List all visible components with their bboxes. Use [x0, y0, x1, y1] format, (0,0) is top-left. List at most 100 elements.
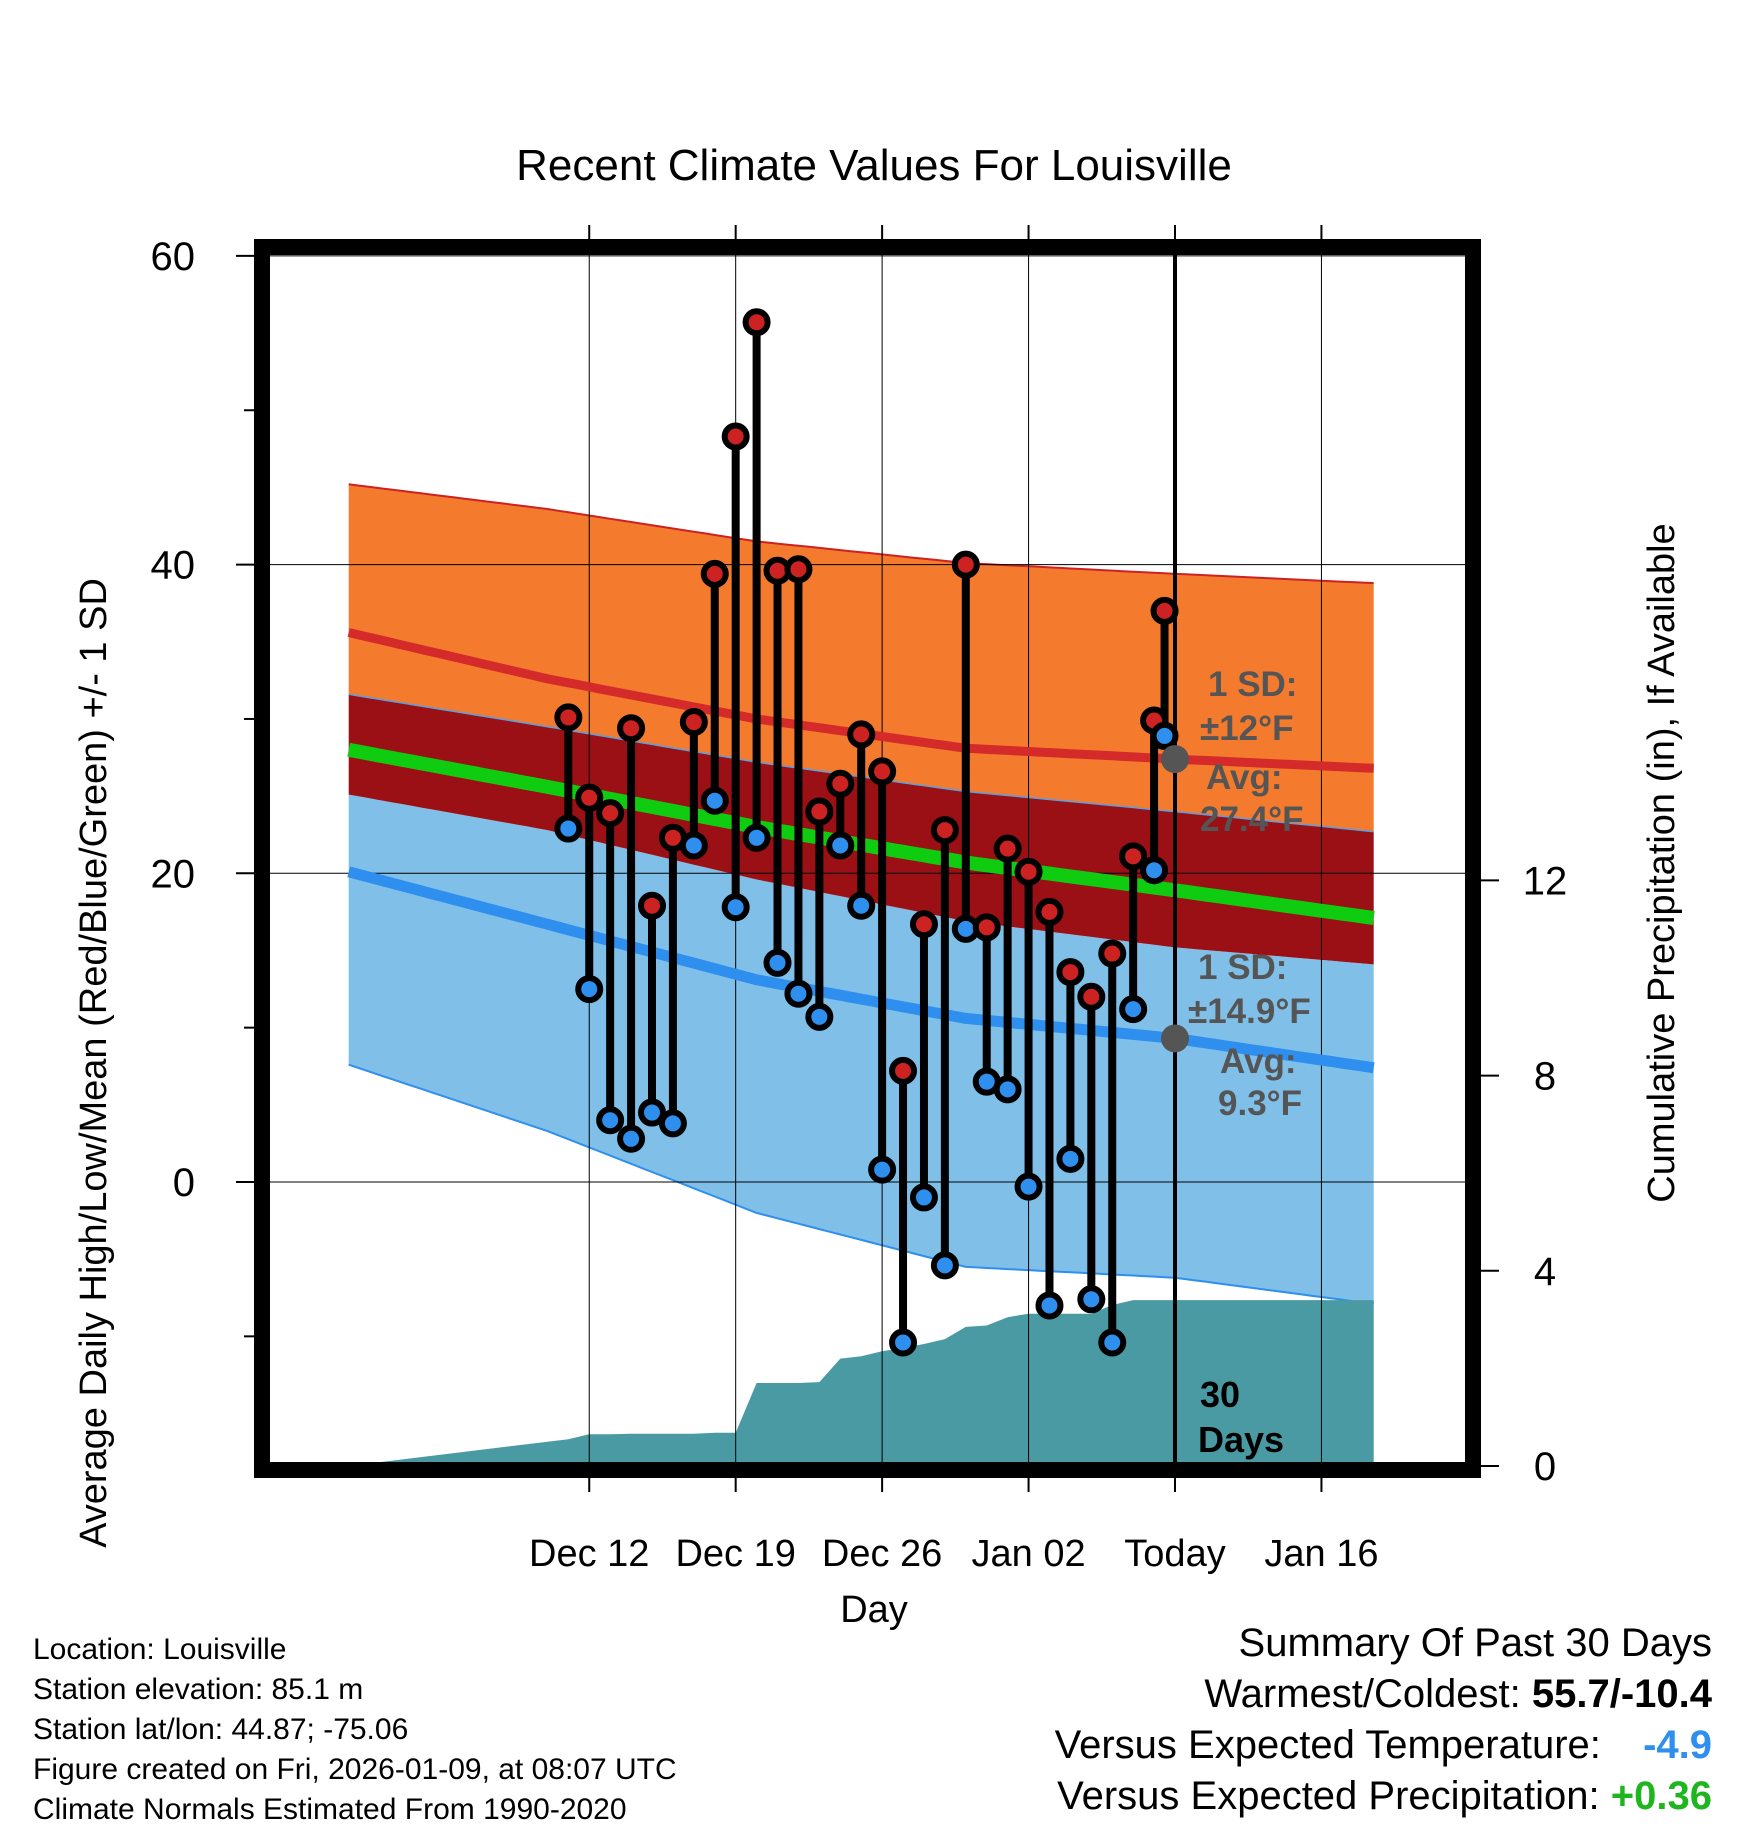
low-point — [930, 1251, 959, 1280]
low-lower-edge — [348, 1063, 1374, 1305]
high-point — [951, 550, 980, 579]
station-info: Location: Louisville Station elevation: … — [33, 1630, 677, 1830]
y-axis-label: Average Daily High/Low/Mean (Red/Blue/Gr… — [73, 578, 115, 1548]
today-count-label: Days — [1198, 1419, 1284, 1460]
low-point — [993, 1075, 1022, 1104]
warmest-label: Warmest/Coldest: — [1204, 1672, 1521, 1716]
daily-points — [554, 308, 1179, 1357]
low-point — [575, 975, 604, 1004]
today-count-label: 30 — [1200, 1374, 1240, 1415]
daily-range-stems — [564, 318, 1169, 1347]
y-tick-label: 40 — [151, 544, 196, 588]
y-tick-label: 20 — [151, 852, 196, 896]
warmest-value: 55.7/-10.4 — [1531, 1672, 1712, 1716]
low-point — [700, 786, 729, 815]
high-point — [1077, 982, 1106, 1011]
high-point — [847, 720, 876, 749]
high-point — [826, 769, 855, 798]
temp-label: Versus Expected Temperature: — [1054, 1723, 1601, 1767]
high-sd-label: 1 SD: — [1208, 665, 1297, 704]
high-avg-marker — [1161, 745, 1189, 774]
high-point — [1014, 857, 1043, 886]
high-point — [1119, 842, 1148, 871]
location-text: Location: Louisville — [33, 1633, 287, 1666]
low-avg-label: Avg: — [1220, 1042, 1296, 1081]
high-point — [575, 783, 604, 812]
low-point — [638, 1098, 666, 1127]
high-avg-label: Avg: — [1206, 758, 1282, 797]
x-tick-label: Dec 19 — [675, 1533, 795, 1575]
high-point — [679, 708, 708, 737]
y-tick-label: 0 — [173, 1161, 195, 1205]
low-point — [1077, 1285, 1106, 1314]
high-point — [805, 797, 834, 826]
low-point — [721, 893, 750, 922]
high-upper-edge — [348, 483, 1374, 585]
x-tick-label: Dec 12 — [529, 1533, 649, 1575]
precip-value: +0.36 — [1610, 1774, 1712, 1818]
high-point — [1150, 596, 1179, 625]
precip-label: Versus Expected Precipitation: — [1057, 1774, 1600, 1818]
high-point — [1035, 897, 1064, 926]
summary-temp-row: Versus Expected Temperature: -4.9 — [1055, 1720, 1712, 1771]
high-point — [972, 913, 1001, 942]
high-point — [993, 834, 1022, 863]
low-point — [1119, 995, 1148, 1024]
x-tick-label: Jan 02 — [972, 1533, 1086, 1575]
summary-warmest-row: Warmest/Coldest: 55.7/-10.4 — [1055, 1669, 1712, 1720]
high-point — [742, 308, 771, 337]
high-point — [889, 1056, 918, 1085]
low-point — [868, 1155, 897, 1184]
y-tick-label: 60 — [151, 235, 196, 279]
x-tick-label: Jan 16 — [1264, 1533, 1378, 1575]
y2-tick-label: 12 — [1523, 859, 1568, 903]
low-avg-value: 9.3°F — [1218, 1084, 1302, 1123]
low-point — [909, 1183, 938, 1212]
low-point — [679, 831, 708, 860]
high-point — [617, 714, 646, 743]
low-sd-band — [348, 794, 1374, 1304]
plot-frame — [254, 239, 1481, 1478]
axes: Dec 12 Dec 19 Dec 26 Jan 02 Today Jan 1660402… — [151, 225, 1568, 1575]
elevation-text: Station elevation: 85.1 m — [33, 1673, 364, 1706]
y2-tick-label: 8 — [1534, 1055, 1556, 1099]
x-tick-label: Dec 26 — [822, 1533, 942, 1575]
x-axis-label: Day — [840, 1589, 908, 1631]
low-point — [658, 1109, 687, 1138]
low-avg-marker — [1161, 1024, 1189, 1053]
chart-title: Recent Climate Values For Louisville — [516, 141, 1232, 190]
low-point — [889, 1328, 918, 1357]
x-tick-label: Today — [1124, 1533, 1225, 1575]
low-point — [617, 1124, 646, 1153]
low-point — [1140, 856, 1169, 885]
low-point — [805, 1002, 834, 1031]
low-point — [1014, 1172, 1043, 1201]
high-point — [700, 559, 729, 588]
low-point — [763, 948, 792, 977]
low-sd-value: ±14.9°F — [1188, 992, 1311, 1031]
low-point — [1098, 1328, 1127, 1357]
summary-panel: Summary Of Past 30 Days Warmest/Coldest:… — [1055, 1618, 1712, 1822]
high-point — [721, 422, 750, 451]
high-point — [868, 757, 897, 786]
low-point — [596, 1106, 625, 1135]
low-point — [742, 823, 771, 852]
low-point — [1056, 1144, 1085, 1173]
high-point — [930, 816, 959, 845]
high-point — [638, 891, 666, 920]
latlon-text: Station lat/lon: 44.87; -75.06 — [33, 1713, 409, 1746]
normals-text: Climate Normals Estimated From 1990-2020 — [33, 1793, 627, 1826]
high-point — [909, 910, 938, 939]
low-sd-label: 1 SD: — [1198, 948, 1287, 987]
low-point — [847, 891, 876, 920]
high-point — [1098, 939, 1127, 968]
y2-tick-label: 4 — [1534, 1250, 1556, 1294]
high-point — [784, 555, 813, 584]
y2-tick-label: 0 — [1534, 1445, 1556, 1489]
temp-value: -4.9 — [1643, 1723, 1712, 1767]
low-point — [784, 979, 813, 1008]
created-text: Figure created on Fri, 2026-01-09, at 08… — [33, 1753, 677, 1786]
low-point — [1035, 1291, 1064, 1320]
